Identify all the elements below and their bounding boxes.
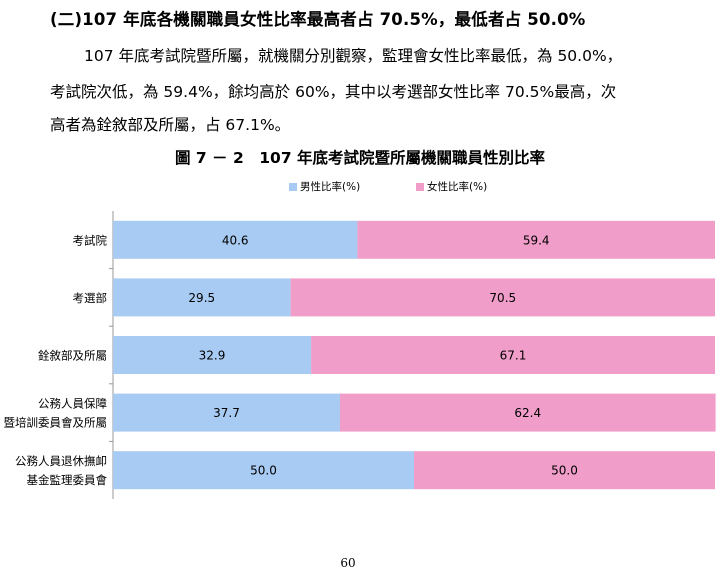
female-value-label-2: 67.1	[500, 349, 527, 363]
legend-label-female: 女性比率(%)	[427, 181, 488, 193]
legend-swatch-male	[289, 182, 297, 191]
category-label-2-0: 銓敘部及所屬	[38, 349, 107, 363]
female-value-label-1: 70.5	[489, 291, 516, 305]
female-bar-4	[414, 451, 715, 490]
paragraph-line-1: 107 年底考試院暨所屬，就機關分別觀察，監理會女性比率最低，為 50.0%，	[84, 47, 623, 65]
gender-ratio-bar-chart: 40.6 59.4 考試院 29.5 70.5 考選部 32.9 67.1 銓敘部及所屬 37.7…	[4, 211, 716, 499]
female-bar-3	[339, 393, 716, 432]
section-heading: (二)107 年底各機關職員女性比率最高者占 70.5%，最低者占 50.0%	[50, 10, 586, 29]
male-value-label-2: 32.9	[199, 349, 226, 363]
category-label-4-1: 基金監理委員會	[27, 473, 108, 487]
category-label-1-0: 考選部	[73, 291, 108, 305]
male-bar-3	[113, 393, 340, 432]
paragraph-line-3: 高者為銓敘部及所屬，占 67.1%。	[50, 116, 291, 134]
figure-title: 圖 7 － 2 107 年底考試院暨所屬機關職員性別比率	[174, 149, 545, 167]
legend-item-male: 男性比率(%)	[289, 179, 360, 194]
male-value-label-4: 50.0	[250, 464, 277, 478]
male-bar-1	[113, 278, 291, 317]
category-label-3-0: 公務人員保障	[38, 397, 107, 411]
male-bar-2	[113, 336, 312, 374]
male-bar-0	[113, 220, 358, 259]
chart-legend: 男性比率(%) 女性比率(%)	[0, 179, 720, 195]
female-bar-1	[290, 278, 715, 317]
paragraph-line-2: 考試院次低，為 59.4%，餘均高於 60%，其中以考選部女性比率 70.5%最…	[50, 83, 617, 101]
female-bar-0	[357, 220, 715, 259]
female-value-label-3: 62.4	[514, 406, 541, 420]
page-number: 60	[340, 556, 356, 570]
category-label-0-0: 考試院	[73, 233, 108, 247]
male-value-label-0: 40.6	[222, 233, 249, 247]
female-bar-2	[311, 336, 715, 374]
category-label-4-0: 公務人員退休撫卹	[15, 454, 107, 468]
male-value-label-1: 29.5	[188, 291, 215, 305]
legend-swatch-female	[416, 182, 424, 191]
legend-label-male: 男性比率(%)	[300, 181, 361, 193]
female-value-label-0: 59.4	[523, 233, 550, 247]
male-bar-4	[113, 451, 414, 490]
category-label-3-1: 暨培訓委員會及所屬	[4, 416, 108, 430]
legend-item-female: 女性比率(%)	[416, 179, 487, 194]
male-value-label-3: 37.7	[213, 406, 240, 420]
female-value-label-4: 50.0	[551, 464, 578, 478]
